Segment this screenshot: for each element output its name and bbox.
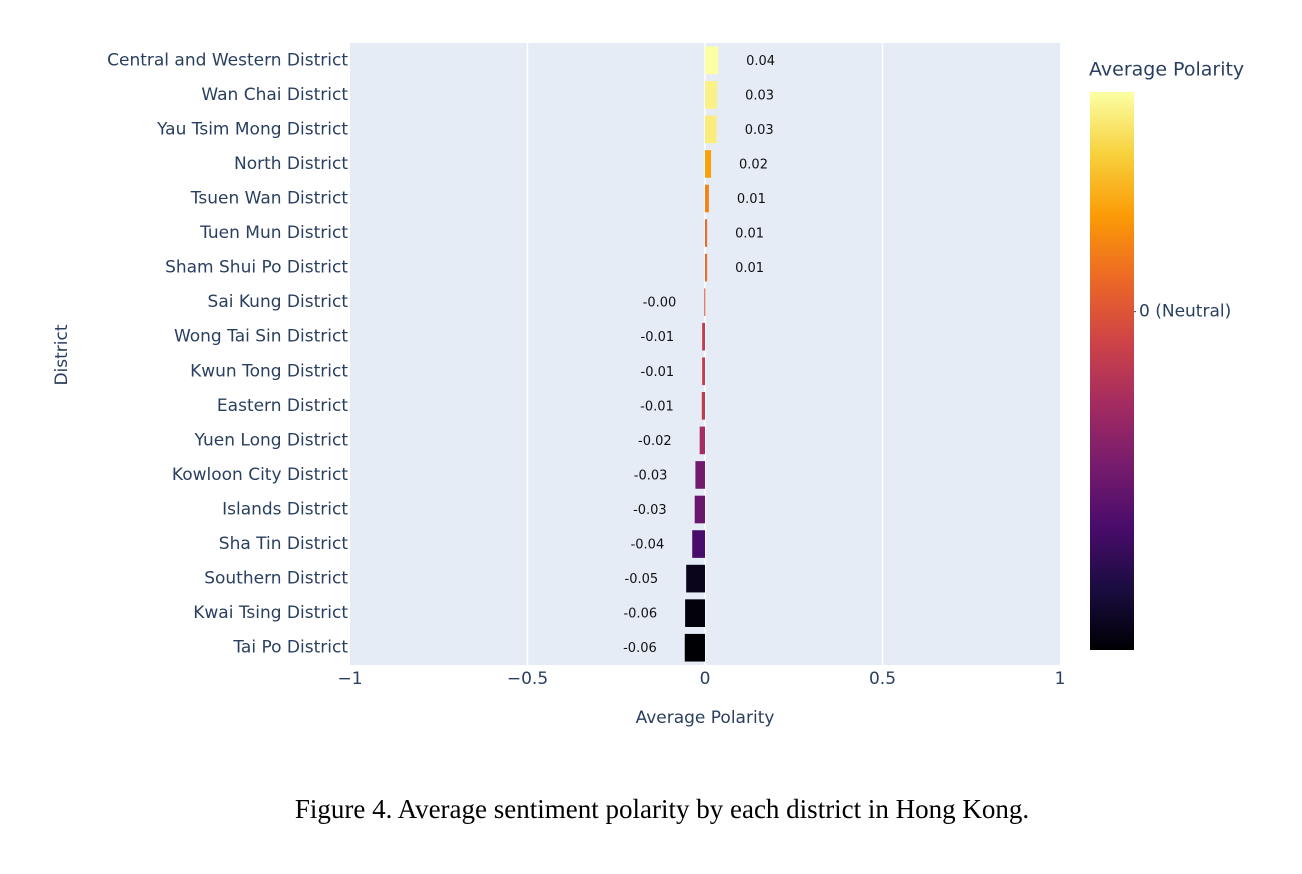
bar [705, 81, 718, 109]
y-tick-label: Tai Po District [232, 638, 348, 658]
value-label: -0.01 [641, 330, 675, 345]
y-tick-label: Islands District [222, 500, 348, 520]
value-label: -0.01 [641, 365, 675, 380]
value-label: 0.01 [737, 192, 766, 207]
colorbar-title: Average Polarity [1089, 59, 1244, 81]
bar [705, 46, 719, 75]
colorbar [1090, 92, 1134, 650]
bar [705, 184, 709, 213]
value-label: -0.04 [631, 538, 665, 553]
value-label: -0.01 [640, 399, 674, 414]
y-tick-label: Yau Tsim Mong District [156, 119, 348, 139]
y-tick-label: Sha Tin District [219, 534, 349, 554]
x-tick-label: 0.5 [869, 669, 896, 689]
bar [692, 530, 705, 558]
value-label: -0.06 [623, 607, 657, 622]
y-tick-label: Sham Shui Po District [165, 258, 348, 278]
x-tick-label: −1 [337, 669, 362, 689]
y-tick-label: Kwun Tong District [190, 361, 348, 381]
value-label: 0.03 [745, 123, 774, 138]
bar [702, 357, 705, 386]
bar [705, 219, 708, 247]
bar [684, 633, 705, 662]
bar [699, 426, 705, 455]
x-tick-label: 1 [1055, 669, 1066, 689]
bar [705, 150, 712, 178]
y-tick-label: Central and Western District [107, 50, 348, 70]
y-tick-label: Southern District [204, 569, 348, 589]
bar [701, 392, 705, 420]
y-tick-label: Wong Tai Sin District [174, 327, 348, 347]
y-tick-label: Eastern District [217, 396, 348, 416]
y-tick-label: North District [234, 154, 348, 174]
value-label: -0.03 [634, 468, 668, 483]
value-label: 0.03 [745, 88, 774, 103]
caption: Figure 4. Average sentiment polarity by … [295, 794, 1029, 824]
y-tick-label: Wan Chai District [201, 85, 348, 105]
bar [702, 322, 705, 351]
x-axis-title: Average Polarity [636, 708, 775, 728]
value-label: 0.04 [746, 54, 775, 69]
value-label: -0.02 [638, 434, 672, 449]
value-label: -0.06 [623, 641, 657, 656]
y-tick-label: Kowloon City District [172, 465, 348, 485]
y-axis-title: District [52, 324, 72, 385]
bar [685, 599, 705, 627]
value-label: 0.02 [739, 157, 768, 172]
x-tick-label: 0 [700, 669, 711, 689]
value-label: -0.05 [625, 572, 659, 587]
value-label: 0.01 [735, 261, 764, 276]
bar [705, 253, 708, 282]
y-tick-label: Sai Kung District [208, 292, 349, 312]
y-tick-label: Tsuen Wan District [190, 189, 349, 209]
bar [694, 495, 705, 524]
value-label: -0.00 [643, 296, 677, 311]
colorbar-tick-label: 0 (Neutral) [1139, 302, 1231, 322]
value-label: -0.03 [633, 503, 667, 518]
bar [686, 564, 705, 593]
y-tick-label: Kwai Tsing District [193, 603, 348, 623]
bar [695, 461, 705, 489]
bar [705, 115, 717, 144]
y-tick-label: Yuen Long District [194, 430, 349, 450]
y-tick-label: Tuen Mun District [199, 223, 348, 243]
x-tick-label: −0.5 [507, 669, 548, 689]
value-label: 0.01 [735, 227, 764, 242]
bar [704, 288, 706, 316]
